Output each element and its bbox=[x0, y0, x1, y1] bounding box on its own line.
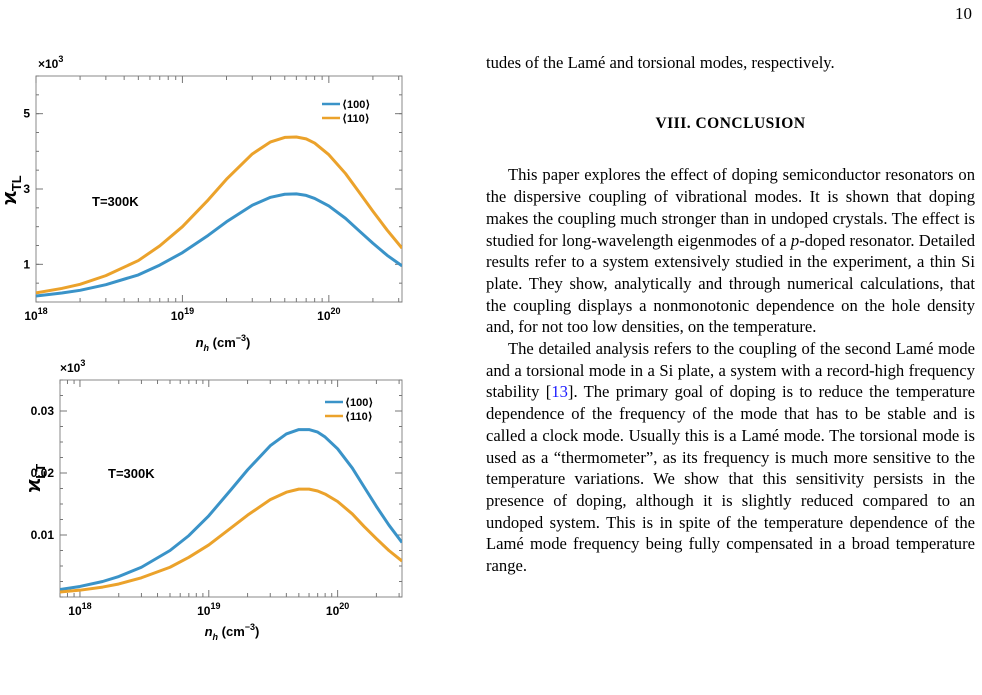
p1-italic: p bbox=[790, 230, 800, 250]
legend-label-2: ⟨110⟩ bbox=[342, 113, 370, 125]
y-axis-label: ϰLT bbox=[23, 464, 48, 493]
x-tick-label: 1018 bbox=[68, 601, 91, 618]
p2-text-a: The detailed analysis refers to the coup… bbox=[486, 339, 975, 402]
legend-label-1: ⟨100⟩ bbox=[345, 397, 373, 409]
x-axis-label: nh (cm−3) bbox=[196, 333, 251, 353]
legend-label-1: ⟨100⟩ bbox=[342, 99, 370, 111]
series-line-2 bbox=[60, 487, 402, 594]
y-multiplier: ×103 bbox=[60, 358, 85, 375]
x-tick-label: 1019 bbox=[171, 306, 194, 323]
y-tick-label: 0.02 bbox=[31, 466, 55, 480]
text-column: tudes of the Lamé and torsional modes, r… bbox=[486, 52, 975, 577]
y-axis-label: ϰTL bbox=[0, 175, 24, 204]
y-tick-label: 0.01 bbox=[31, 528, 55, 542]
p2-text-b: ]. The primary goal of doping is to redu… bbox=[486, 382, 975, 576]
x-tick-label: 1020 bbox=[326, 601, 349, 618]
figure-coupling-plots: 1018 1019 1020 1 3 5 ×103 ϰTL nh (cm−3) T=300K ⟨10… bbox=[0, 54, 403, 642]
chart-2: 1018 1019 1020 0.01 0.02 0.03 ×103 ϰLT nh (cm−3)… bbox=[23, 358, 403, 642]
citation-link[interactable]: 13 bbox=[551, 382, 568, 402]
x-tick-label: 1018 bbox=[24, 306, 47, 323]
temperature-annotation: T=300K bbox=[92, 194, 139, 209]
x-axis-label: nh (cm−3) bbox=[205, 622, 260, 642]
series-line-2 bbox=[36, 135, 402, 295]
p1-text-a: This paper explores the effect of doping… bbox=[486, 165, 975, 250]
legend-label-2: ⟨110⟩ bbox=[345, 411, 373, 423]
page-number: 10 bbox=[955, 4, 972, 23]
intro-line: tudes of the Lamé and torsional modes, r… bbox=[486, 53, 835, 72]
x-tick-label: 1019 bbox=[197, 601, 220, 618]
y-tick-label: 0.03 bbox=[31, 404, 55, 418]
series-line-1 bbox=[36, 192, 402, 298]
y-tick-label: 5 bbox=[23, 107, 30, 121]
series-line-1 bbox=[60, 428, 402, 592]
paragraph-1: This paper explores the effect of doping… bbox=[486, 164, 975, 338]
p1-text-b: -doped resonator. Detailed results refer… bbox=[486, 230, 975, 337]
y-multiplier: ×103 bbox=[38, 54, 63, 71]
y-tick-label: 1 bbox=[23, 257, 30, 271]
paragraph-2: The detailed analysis refers to the coup… bbox=[486, 338, 975, 577]
section-heading: VIII. CONCLUSION bbox=[655, 114, 806, 132]
y-tick-label: 3 bbox=[23, 182, 30, 196]
temperature-annotation: T=300K bbox=[108, 466, 155, 481]
chart-1: 1018 1019 1020 1 3 5 ×103 ϰTL nh (cm−3) T=300K ⟨10… bbox=[0, 54, 403, 353]
x-tick-label: 1020 bbox=[317, 306, 340, 323]
